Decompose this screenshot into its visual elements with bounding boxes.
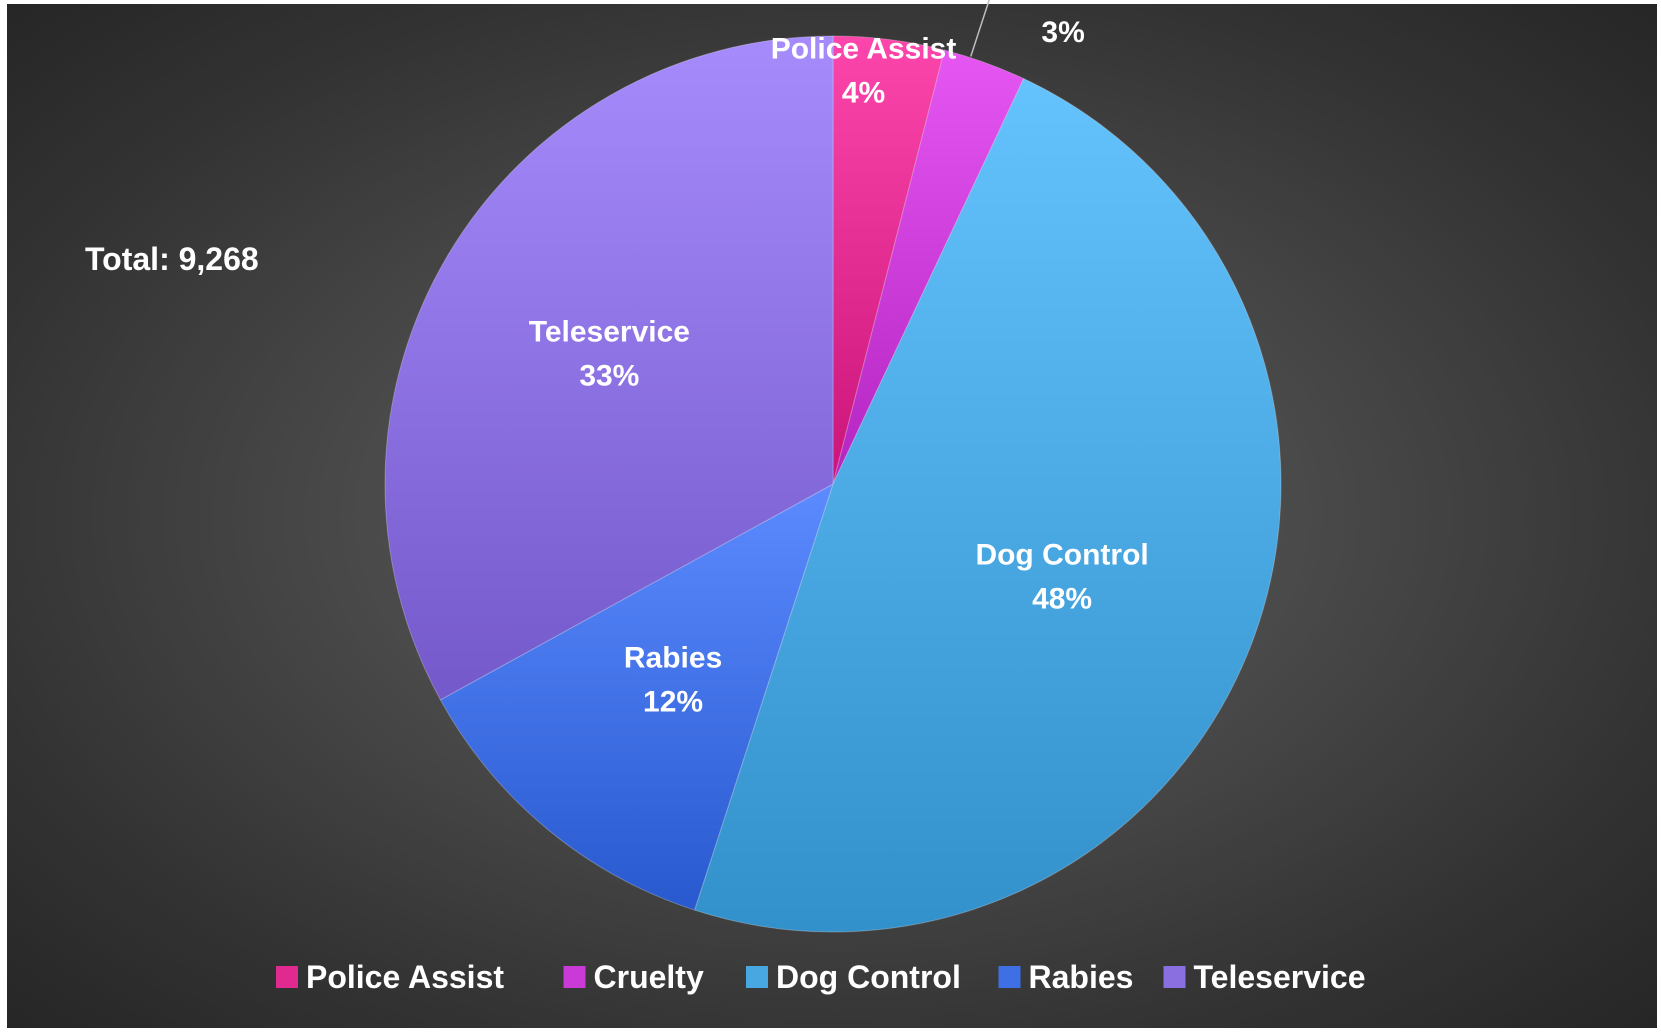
data-label-percent-rabies: 12% xyxy=(643,685,703,718)
legend-label-cruelty: Cruelty xyxy=(594,959,704,995)
pie-slice-cruelty xyxy=(832,49,1025,485)
data-label-percent-teleservice: 33% xyxy=(579,360,639,393)
leader-line-cruelty xyxy=(970,0,990,57)
data-label-percent-dog-control: 48% xyxy=(1032,583,1092,616)
legend-label-rabies: Rabies xyxy=(1029,959,1134,995)
data-labels: Police Assist 4% Cruelty 3% Dog Control 48% Ra… xyxy=(529,0,1149,718)
legend-label-dog-control: Dog Control xyxy=(776,959,961,995)
leader-lines xyxy=(970,0,990,57)
legend: Police Assist Cruelty Dog Control Rabies Tel… xyxy=(276,959,1365,995)
legend-swatch-dog-control xyxy=(746,966,768,988)
legend-swatch-teleservice xyxy=(1163,966,1186,988)
pie-slice-rabies xyxy=(439,482,834,911)
data-label-name-rabies: Rabies xyxy=(624,641,722,674)
legend-swatch-cruelty xyxy=(563,966,586,988)
legend-label-teleservice: Teleservice xyxy=(1194,959,1366,995)
legend-swatch-police-assist xyxy=(276,966,298,988)
data-label-percent-cruelty: 3% xyxy=(1041,16,1084,49)
pie-slice-police-assist xyxy=(832,35,946,485)
legend-swatch-rabies xyxy=(998,966,1021,988)
legend-label-police-assist: Police Assist xyxy=(306,959,504,995)
data-label-name-cruelty: Cruelty xyxy=(1011,0,1115,5)
total-annotation: Total: 9,268 xyxy=(85,241,259,277)
pie-slice-dog-control xyxy=(693,77,1282,933)
data-label-percent-police-assist: 4% xyxy=(842,76,885,109)
data-label-name-teleservice: Teleservice xyxy=(529,316,690,349)
data-label-name-dog-control: Dog Control xyxy=(975,539,1148,572)
pie-slices xyxy=(384,35,1282,933)
data-label-name-police-assist: Police Assist xyxy=(771,32,957,65)
pie-slice-teleservice xyxy=(384,35,834,701)
